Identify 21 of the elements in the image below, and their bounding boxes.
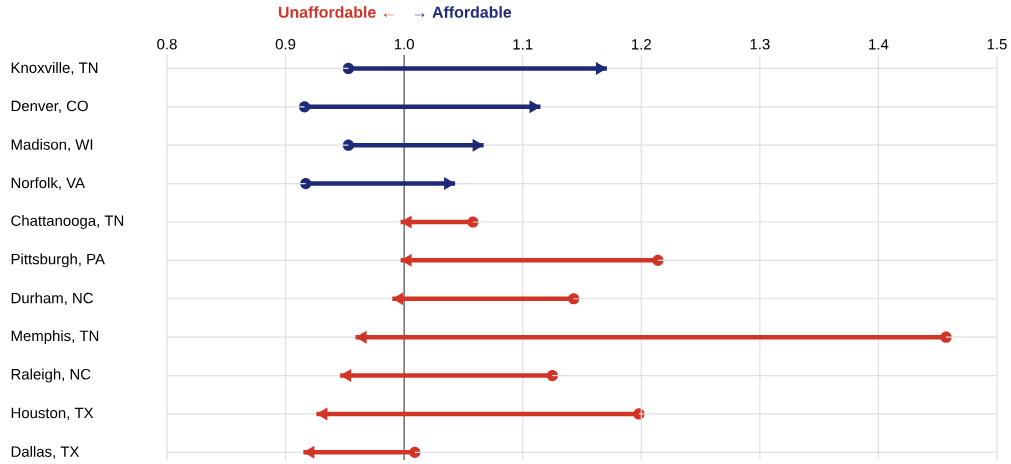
y-tick-label: Pittsburgh, PA	[11, 253, 105, 268]
text: → Affordable	[414, 6, 512, 18]
y-tick-label: Dallas, TX	[11, 445, 80, 459]
text: Unaffordable ←	[278, 6, 394, 18]
y-tick-label: Houston, TX	[11, 407, 94, 421]
y-tick-label: Chattanooga, TN	[11, 215, 124, 229]
y-tick-label: Knoxville, TN	[11, 62, 98, 75]
y-tick-label: Madison, WI	[11, 138, 93, 152]
y-tick-label: Raleigh, NC	[11, 368, 91, 383]
x-tick-label: 0.8	[157, 38, 177, 50]
x-tick-label: 1.4	[869, 39, 889, 50]
y-tick-label: Denver, CO	[11, 100, 88, 113]
y-tick-label: Norfolk, VA	[11, 177, 85, 190]
y-tick-label: Durham, NC	[11, 292, 93, 306]
y-tick-label: Memphis, TN	[11, 330, 99, 345]
x-tick-label: 0.9	[275, 38, 296, 50]
x-tick-label: 1.3	[750, 38, 770, 50]
x-tick-label: 1.0	[394, 38, 414, 50]
x-tick-label: 1.2	[632, 39, 651, 50]
x-tick-label: 1.5	[987, 39, 1007, 50]
x-tick-label: 1.1	[513, 39, 533, 50]
